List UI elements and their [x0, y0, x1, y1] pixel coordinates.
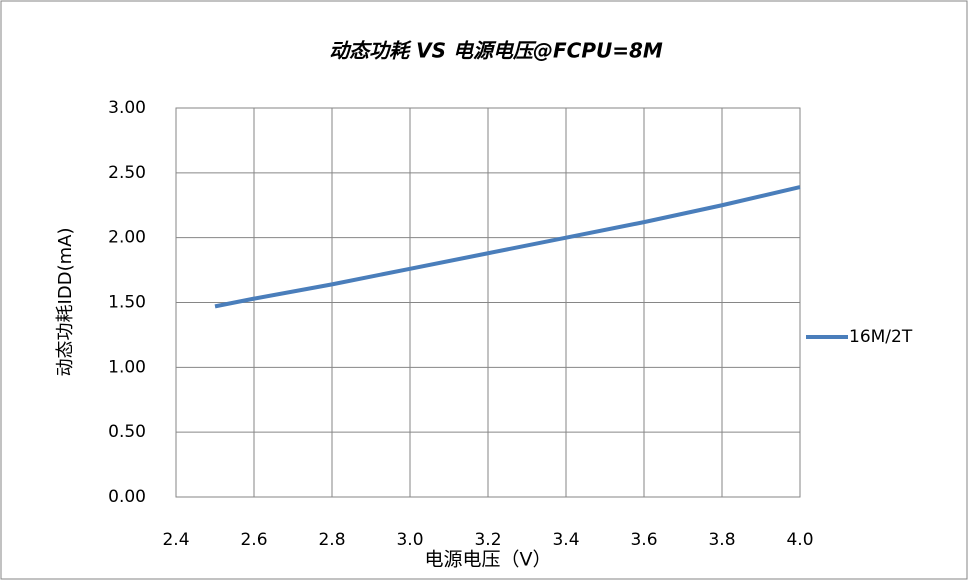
legend-label: 16M/2T	[849, 327, 913, 347]
x-tick-label: 3.6	[630, 530, 657, 550]
line-series	[214, 185, 801, 309]
y-tick-label: 1.50	[108, 293, 146, 313]
x-axis-label: 电源电压（V）	[425, 549, 552, 571]
x-tick-label: 3.8	[708, 530, 735, 550]
plot-border	[175, 107, 801, 498]
y-tick-label: 3.00	[108, 98, 146, 118]
y-axis-label: 动态功耗IDD(mA)	[55, 228, 76, 377]
x-tick-label: 4.0	[786, 530, 813, 550]
x-tick-label: 2.8	[318, 530, 345, 550]
chart-title: 动态功耗 VS 电源电压@FCPU=8M	[329, 39, 663, 63]
y-tick-label: 0.50	[108, 422, 146, 442]
x-tick-label: 2.4	[162, 530, 189, 550]
y-tick-label: 1.00	[108, 357, 146, 377]
y-tick-label: 0.00	[108, 487, 146, 507]
x-tick-label: 2.6	[240, 530, 267, 550]
y-tick-label: 2.00	[108, 228, 146, 248]
x-tick-label: 3.2	[474, 530, 501, 550]
y-tick-label: 2.50	[108, 163, 146, 183]
x-tick-label: 3.0	[396, 530, 423, 550]
x-tick-label: 3.4	[552, 530, 579, 550]
